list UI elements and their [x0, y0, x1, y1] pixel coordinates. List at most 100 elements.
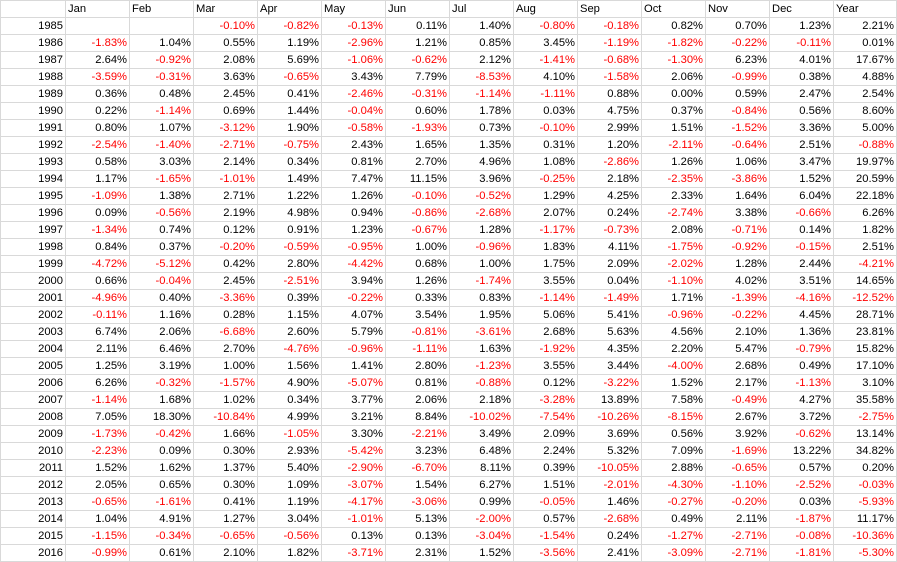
- row-year-cell[interactable]: 2013: [0, 493, 66, 511]
- monthly-return-cell[interactable]: 3.49%: [449, 425, 514, 443]
- monthly-return-cell[interactable]: 4.90%: [257, 374, 322, 392]
- column-header-nov[interactable]: Nov: [705, 0, 770, 18]
- row-year-cell[interactable]: 2008: [0, 408, 66, 426]
- column-header-feb[interactable]: Feb: [129, 0, 194, 18]
- monthly-return-cell[interactable]: 1.06%: [705, 153, 770, 171]
- annual-return-cell[interactable]: -0.03%: [833, 476, 897, 494]
- monthly-return-cell[interactable]: 1.68%: [129, 391, 194, 409]
- monthly-return-cell[interactable]: 0.94%: [321, 204, 386, 222]
- monthly-return-cell[interactable]: 1.28%: [449, 221, 514, 239]
- monthly-return-cell[interactable]: 18.30%: [129, 408, 194, 426]
- monthly-return-cell[interactable]: -2.01%: [577, 476, 642, 494]
- monthly-return-cell[interactable]: 0.56%: [641, 425, 706, 443]
- monthly-return-cell[interactable]: 1.28%: [705, 255, 770, 273]
- monthly-return-cell[interactable]: 4.96%: [449, 153, 514, 171]
- monthly-return-cell[interactable]: 2.80%: [257, 255, 322, 273]
- annual-return-cell[interactable]: 15.82%: [833, 340, 897, 358]
- annual-return-cell[interactable]: 2.21%: [833, 17, 897, 35]
- monthly-return-cell[interactable]: 7.47%: [321, 170, 386, 188]
- row-year-cell[interactable]: 2009: [0, 425, 66, 443]
- monthly-return-cell[interactable]: 1.36%: [769, 323, 834, 341]
- monthly-return-cell[interactable]: -1.10%: [641, 272, 706, 290]
- monthly-return-cell[interactable]: 2.20%: [641, 340, 706, 358]
- monthly-return-cell[interactable]: -1.01%: [193, 170, 258, 188]
- monthly-return-cell[interactable]: 2.06%: [641, 68, 706, 86]
- annual-return-cell[interactable]: 20.59%: [833, 170, 897, 188]
- monthly-return-cell[interactable]: 7.79%: [385, 68, 450, 86]
- monthly-return-cell[interactable]: -1.27%: [641, 527, 706, 545]
- monthly-return-cell[interactable]: 0.30%: [193, 442, 258, 460]
- monthly-return-cell[interactable]: 4.25%: [577, 187, 642, 205]
- monthly-return-cell[interactable]: -1.52%: [705, 119, 770, 137]
- column-header-may[interactable]: May: [321, 0, 386, 18]
- column-header-jul[interactable]: Jul: [449, 0, 514, 18]
- monthly-return-cell[interactable]: 3.77%: [321, 391, 386, 409]
- monthly-return-cell[interactable]: 0.14%: [769, 221, 834, 239]
- monthly-return-cell[interactable]: 2.08%: [193, 51, 258, 69]
- annual-return-cell[interactable]: -10.36%: [833, 527, 897, 545]
- monthly-return-cell[interactable]: -5.07%: [321, 374, 386, 392]
- annual-return-cell[interactable]: 3.10%: [833, 374, 897, 392]
- column-header-dec[interactable]: Dec: [769, 0, 834, 18]
- monthly-return-cell[interactable]: -0.11%: [65, 306, 130, 324]
- monthly-return-cell[interactable]: 1.23%: [321, 221, 386, 239]
- column-header-jan[interactable]: Jan: [65, 0, 130, 18]
- monthly-return-cell[interactable]: 2.11%: [705, 510, 770, 528]
- monthly-return-cell[interactable]: -1.13%: [769, 374, 834, 392]
- monthly-return-cell[interactable]: 1.19%: [257, 493, 322, 511]
- monthly-return-cell[interactable]: 2.18%: [449, 391, 514, 409]
- row-year-cell[interactable]: 2004: [0, 340, 66, 358]
- monthly-return-cell[interactable]: 0.41%: [193, 493, 258, 511]
- monthly-return-cell[interactable]: 1.52%: [449, 544, 514, 562]
- monthly-return-cell[interactable]: -0.96%: [641, 306, 706, 324]
- monthly-return-cell[interactable]: 3.55%: [513, 357, 578, 375]
- monthly-return-cell[interactable]: 6.04%: [769, 187, 834, 205]
- monthly-return-cell[interactable]: 1.64%: [705, 187, 770, 205]
- monthly-return-cell[interactable]: -3.36%: [193, 289, 258, 307]
- monthly-return-cell[interactable]: -3.07%: [321, 476, 386, 494]
- monthly-return-cell[interactable]: 4.27%: [769, 391, 834, 409]
- monthly-return-cell[interactable]: -1.14%: [449, 85, 514, 103]
- monthly-return-cell[interactable]: 3.96%: [449, 170, 514, 188]
- monthly-return-cell[interactable]: 2.10%: [193, 544, 258, 562]
- monthly-return-cell[interactable]: 2.44%: [769, 255, 834, 273]
- monthly-return-cell[interactable]: 2.06%: [129, 323, 194, 341]
- monthly-return-cell[interactable]: 0.48%: [129, 85, 194, 103]
- annual-return-cell[interactable]: 2.54%: [833, 85, 897, 103]
- monthly-return-cell[interactable]: -3.12%: [193, 119, 258, 137]
- monthly-return-cell[interactable]: -0.59%: [257, 238, 322, 256]
- monthly-return-cell[interactable]: -0.67%: [385, 221, 450, 239]
- monthly-return-cell[interactable]: 13.89%: [577, 391, 642, 409]
- annual-return-cell[interactable]: 17.67%: [833, 51, 897, 69]
- monthly-return-cell[interactable]: 3.63%: [193, 68, 258, 86]
- monthly-return-cell[interactable]: 0.91%: [257, 221, 322, 239]
- monthly-return-cell[interactable]: 1.65%: [385, 136, 450, 154]
- monthly-return-cell[interactable]: 0.09%: [129, 442, 194, 460]
- monthly-return-cell[interactable]: -4.17%: [321, 493, 386, 511]
- monthly-return-cell[interactable]: 2.43%: [321, 136, 386, 154]
- monthly-return-cell[interactable]: 0.03%: [513, 102, 578, 120]
- monthly-return-cell[interactable]: -1.57%: [193, 374, 258, 392]
- monthly-return-cell[interactable]: -4.96%: [65, 289, 130, 307]
- monthly-return-cell[interactable]: 2.70%: [193, 340, 258, 358]
- monthly-return-cell[interactable]: -0.56%: [257, 527, 322, 545]
- monthly-return-cell[interactable]: 3.44%: [577, 357, 642, 375]
- monthly-return-cell[interactable]: 2.11%: [65, 340, 130, 358]
- monthly-return-cell[interactable]: 0.31%: [513, 136, 578, 154]
- monthly-return-cell[interactable]: 3.03%: [129, 153, 194, 171]
- monthly-return-cell[interactable]: 1.00%: [385, 238, 450, 256]
- monthly-return-cell[interactable]: 3.47%: [769, 153, 834, 171]
- monthly-return-cell[interactable]: 1.83%: [513, 238, 578, 256]
- monthly-return-cell[interactable]: -0.52%: [449, 187, 514, 205]
- monthly-return-cell[interactable]: 1.52%: [65, 459, 130, 477]
- monthly-return-cell[interactable]: 0.83%: [449, 289, 514, 307]
- monthly-return-cell[interactable]: 1.04%: [65, 510, 130, 528]
- monthly-return-cell[interactable]: 5.13%: [385, 510, 450, 528]
- monthly-return-cell[interactable]: 1.04%: [129, 34, 194, 52]
- row-year-cell[interactable]: 2015: [0, 527, 66, 545]
- monthly-return-cell[interactable]: 1.27%: [193, 510, 258, 528]
- monthly-return-cell[interactable]: -0.58%: [321, 119, 386, 137]
- monthly-return-cell[interactable]: -0.10%: [193, 17, 258, 35]
- monthly-return-cell[interactable]: 0.65%: [129, 476, 194, 494]
- monthly-return-cell[interactable]: -1.69%: [705, 442, 770, 460]
